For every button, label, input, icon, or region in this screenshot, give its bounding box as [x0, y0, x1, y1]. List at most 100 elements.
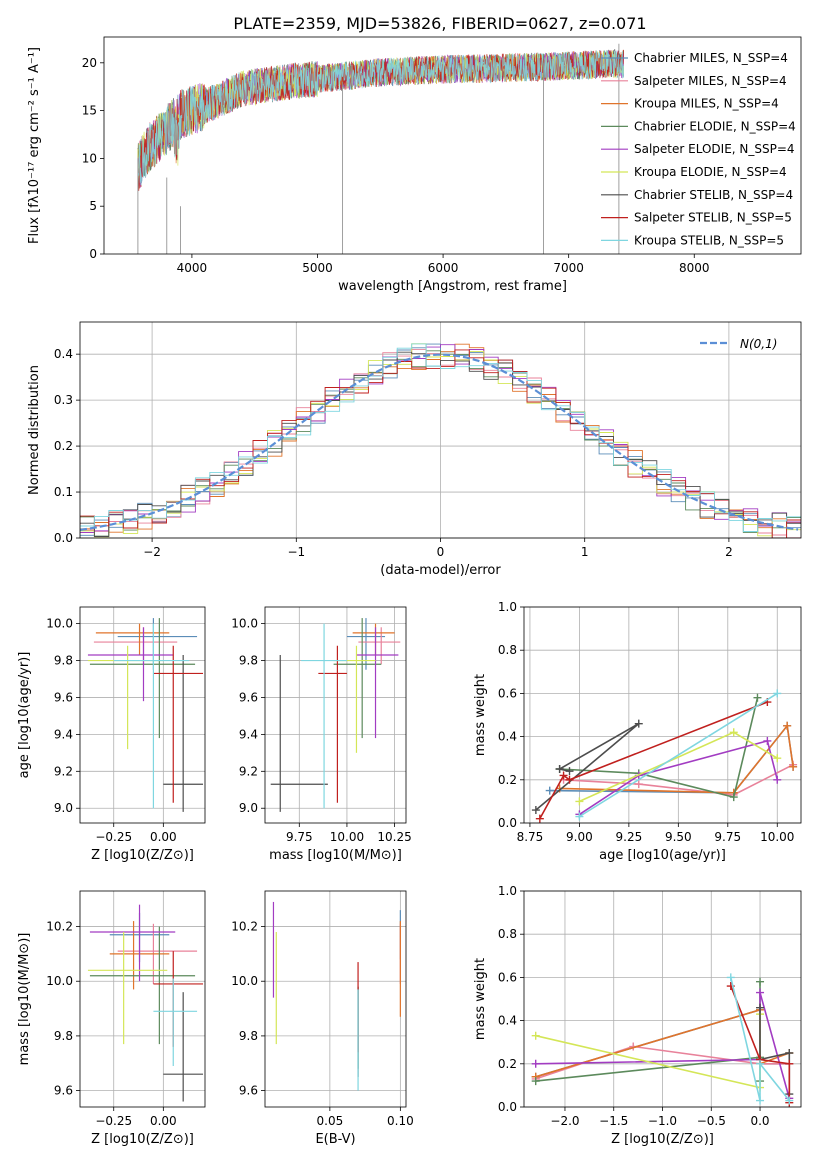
- spectrum-plot-area: [137, 43, 624, 254]
- weight_vs_Z-axes: −2.0 −1.5 −1.0 −0.5 0.0 0.0 0.2 0.4 0.6 0.8 1.0 Z […: [473, 884, 802, 1147]
- axes-frame: [264, 606, 407, 824]
- weight-marker: [531, 806, 540, 815]
- y-tick-label: 9.2: [54, 764, 73, 778]
- y-tick-label: 9.6: [54, 690, 73, 704]
- x-tick-label: 9.50: [665, 830, 692, 844]
- x-tick-label: 5000: [302, 261, 333, 275]
- y-tick-label: 0.2: [54, 439, 73, 453]
- weight-marker: [729, 793, 738, 802]
- axes-frame: [264, 890, 407, 1108]
- legend-entry: Chabrier MILES, N_SSP=4: [634, 51, 788, 65]
- weight-marker: [783, 721, 792, 730]
- x-tick-label: 7000: [553, 261, 584, 275]
- weight_vs_age-plot-area: [531, 689, 798, 823]
- weight-marker: [785, 1096, 794, 1105]
- y-axis-label: mass weight: [473, 958, 488, 1040]
- y-tick-label: 0: [89, 247, 97, 261]
- gaussian-curve: [80, 353, 799, 531]
- weight-marker: [535, 814, 544, 823]
- weight-marker: [756, 1059, 765, 1068]
- x-tick-label: −0.25: [95, 830, 132, 844]
- y-tick-label: 0.2: [498, 773, 517, 787]
- mass_vs_Z-axes: −0.25 0.00 9.6 9.8 10.0 10.2 Z [log10(Z/Z⊙)] ma…: [17, 890, 206, 1147]
- weight-marker: [634, 719, 643, 728]
- x-axis-label: wavelength [Angstrom, rest frame]: [338, 279, 567, 294]
- y-axis-label: Flux [fλ10⁻¹⁷ erg cm⁻² s⁻¹ A⁻¹]: [27, 47, 42, 244]
- x-axis-label: Z [log10(Z/Z⊙)]: [611, 1132, 714, 1147]
- x-tick-label: −1.5: [599, 1114, 628, 1128]
- spectrum-axes: 4000 5000 6000 7000 8000 0 5 10 15 20 wavelength […: [27, 36, 802, 294]
- x-axis-label: mass [log10(M/M⊙)]: [269, 848, 402, 863]
- weight-marker: [773, 689, 782, 698]
- x-tick-label: 10.00: [760, 830, 794, 844]
- x-tick-label: −1: [287, 545, 305, 559]
- weight-marker: [753, 693, 762, 702]
- figure-title: PLATE=2359, MJD=53826, FIBERID=0627, z=0…: [233, 14, 646, 33]
- legend-entry: Chabrier STELIB, N_SSP=4: [634, 188, 793, 202]
- y-tick-label: 9.8: [54, 654, 73, 668]
- y-axis-label: Normed distribution: [27, 365, 42, 495]
- x-axis-label: (data-model)/error: [380, 563, 501, 578]
- legend-entry: Kroupa STELIB, N_SSP=5: [634, 233, 784, 247]
- weight-marker: [773, 775, 782, 784]
- weight-line: [730, 977, 790, 1101]
- legend: N(0,1): [700, 337, 777, 351]
- x-axis-label: Z [log10(Z/Z⊙)]: [91, 848, 194, 863]
- y-tick-label: 9.6: [239, 1084, 258, 1098]
- x-tick-label: 8000: [679, 261, 710, 275]
- y-tick-label: 1.0: [498, 884, 517, 898]
- y-tick-label: 0.8: [498, 643, 517, 657]
- x-axis-label: Z [log10(Z/Z⊙)]: [91, 1132, 194, 1147]
- legend-entry: Kroupa ELODIE, N_SSP=4: [634, 165, 787, 179]
- weight-marker: [763, 736, 772, 745]
- weight-marker: [726, 973, 735, 982]
- y-tick-label: 9.8: [239, 1029, 258, 1043]
- weight-marker: [531, 1059, 540, 1068]
- weight-marker: [756, 977, 765, 986]
- weight-line: [578, 692, 778, 818]
- weight-marker: [789, 762, 798, 771]
- weight-line: [559, 723, 794, 794]
- age_vs_Z-axes: −0.25 0.00 9.0 9.2 9.4 9.6 9.8 10.0 Z [log10(Z/Z…: [17, 606, 206, 863]
- x-tick-label: −2.0: [550, 1114, 579, 1128]
- weight-line: [539, 701, 768, 820]
- weight-marker: [756, 1003, 765, 1012]
- y-tick-label: 9.8: [239, 654, 258, 668]
- y-axis-label: mass [log10(M/M⊙)]: [17, 933, 32, 1066]
- y-tick-label: 10.0: [46, 974, 73, 988]
- weight-line: [578, 739, 779, 816]
- spectrum-line: [137, 50, 624, 189]
- mass_vs_Z-plot-area: [87, 904, 204, 1102]
- y-tick-label: 0.2: [498, 1057, 517, 1071]
- weight-marker: [729, 728, 738, 737]
- weight-marker: [785, 1059, 794, 1068]
- y-tick-label: 5: [89, 199, 97, 213]
- x-tick-label: 0: [437, 545, 445, 559]
- x-tick-label: 0.00: [150, 830, 177, 844]
- age_vs_mass-axes: 9.75 10.00 10.25 9.0 9.2 9.4 9.6 9.8 10.0 mass [l…: [231, 606, 412, 863]
- age_vs_mass-plot-area: [270, 618, 401, 812]
- y-tick-label: 9.2: [239, 764, 258, 778]
- y-tick-label: 9.8: [54, 1029, 73, 1043]
- legend-entry: N(0,1): [740, 337, 777, 351]
- x-tick-label: 1: [581, 545, 589, 559]
- axes-frame: [79, 321, 802, 539]
- axes-frame: [103, 36, 802, 255]
- legend-entry: Salpeter STELIB, N_SSP=5: [634, 211, 792, 225]
- x-tick-label: 10.25: [377, 830, 411, 844]
- y-tick-label: 0.0: [498, 1100, 517, 1114]
- y-tick-label: 9.4: [54, 727, 73, 741]
- y-tick-label: 0.6: [498, 970, 517, 984]
- legend-entry: Kroupa MILES, N_SSP=4: [634, 97, 779, 111]
- y-tick-label: 10.0: [46, 617, 73, 631]
- y-tick-label: 9.0: [54, 801, 73, 815]
- y-tick-label: 0.8: [498, 927, 517, 941]
- x-axis-label: age [log10(age/yr)]: [599, 848, 726, 863]
- weight-marker: [559, 771, 568, 780]
- weight-line: [535, 722, 640, 811]
- x-tick-label: −1.0: [648, 1114, 677, 1128]
- weight-marker: [565, 767, 574, 776]
- y-tick-label: 0.4: [498, 730, 517, 744]
- axes-frame: [79, 606, 206, 824]
